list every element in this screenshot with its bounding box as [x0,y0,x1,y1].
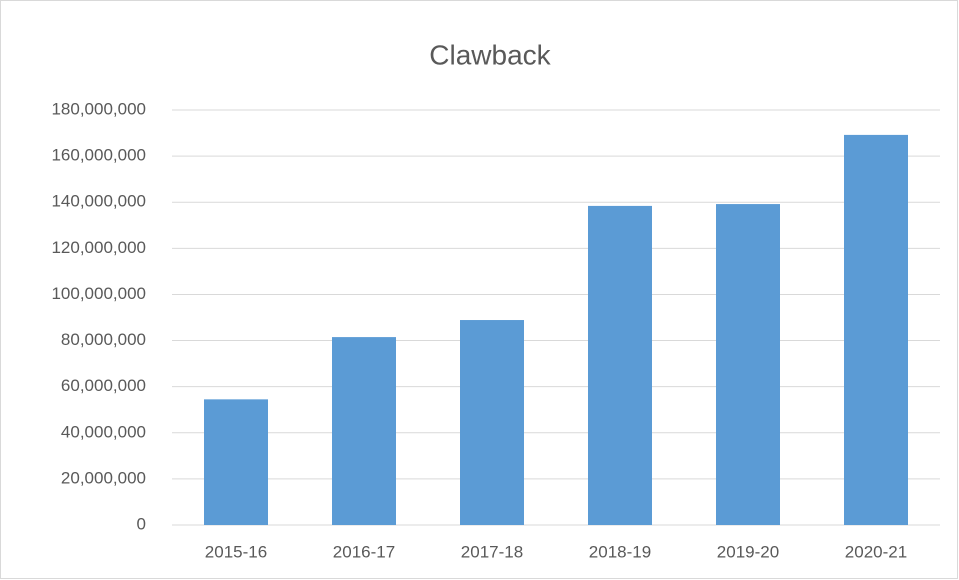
y-tick-label: 80,000,000 [61,330,146,349]
bar [588,205,652,525]
y-tick-label: 60,000,000 [61,376,146,395]
x-tick-label: 2015-16 [205,542,267,561]
bar [460,320,524,525]
bar [332,337,396,525]
x-tick-label: 2016-17 [333,542,395,561]
x-tick-label: 2018-19 [589,542,651,561]
y-tick-label: 120,000,000 [51,238,146,257]
x-tick-label: 2019-20 [717,542,779,561]
y-tick-label: 140,000,000 [51,192,146,211]
chart-title: Clawback [429,39,551,70]
x-tick-label: 2017-18 [461,542,523,561]
y-tick-label: 100,000,000 [51,284,146,303]
x-tick-label: 2020-21 [845,542,907,561]
y-tick-label: 20,000,000 [61,468,146,487]
bar [204,399,268,525]
y-tick-label: 0 [137,514,146,533]
y-tick-label: 160,000,000 [51,146,146,165]
y-tick-label: 180,000,000 [51,99,146,118]
y-tick-label: 40,000,000 [61,422,146,441]
bar [716,204,780,526]
bar [844,134,908,525]
